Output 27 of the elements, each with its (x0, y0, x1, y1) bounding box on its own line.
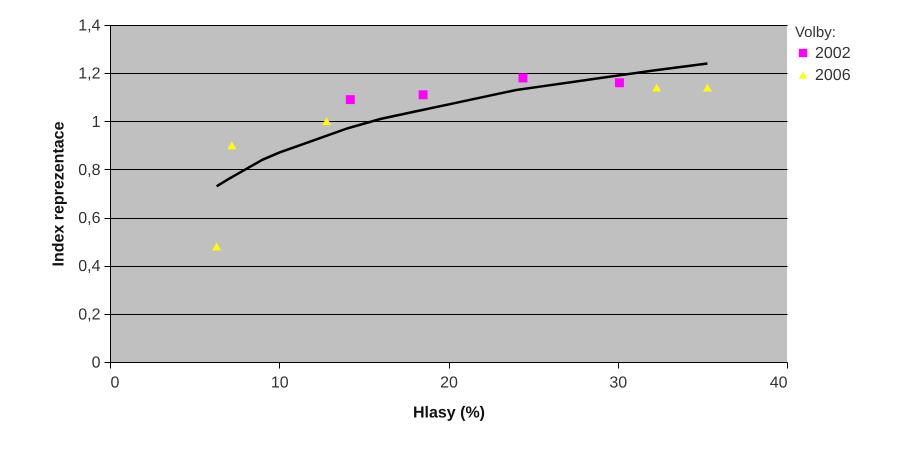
point (702, 84, 712, 92)
x-tick-label: 30 (609, 374, 628, 392)
y-tick-label: 0,6 (78, 210, 101, 228)
x-tick-label: 20 (440, 374, 458, 392)
y-tick-label: 0,4 (78, 258, 101, 276)
point (227, 141, 236, 150)
point (418, 90, 428, 100)
point (614, 78, 624, 88)
y-tick-label: 1 (92, 114, 101, 131)
x-axis-title: Hlasy (%) (412, 404, 486, 422)
x-tick-label: 10 (270, 374, 289, 392)
y-tick-label: 0,2 (78, 306, 101, 324)
legend-label: 2006 (815, 67, 851, 84)
point (322, 117, 332, 126)
legend-label: 2002 (815, 45, 851, 62)
y-tick-label: 0,8 (78, 162, 101, 179)
point (212, 242, 222, 250)
y-axis-title: Index reprezentace (50, 121, 68, 266)
x-tick-label: 0 (110, 374, 120, 392)
legend-title: Volby: (795, 24, 836, 41)
point (518, 73, 528, 82)
y-tick-label: 0 (92, 354, 101, 372)
point (346, 95, 355, 104)
x-tick-label: 40 (770, 374, 788, 392)
y-tick-label: 1,4 (78, 18, 101, 34)
point (652, 84, 662, 92)
y-tick-label: 1,2 (78, 66, 101, 83)
